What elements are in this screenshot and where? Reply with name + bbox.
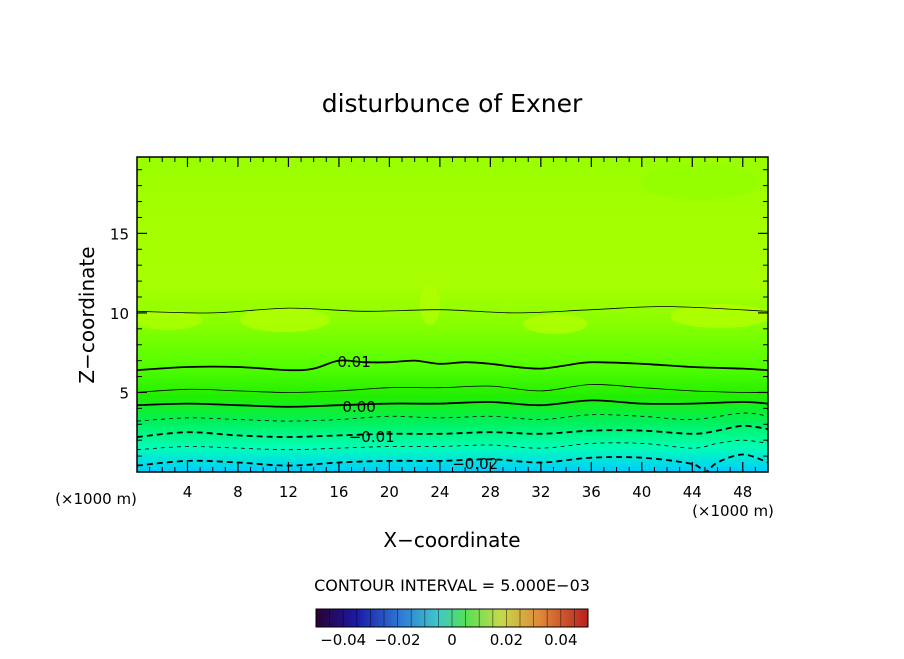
contour-line [137, 384, 768, 393]
y-axis: 5 10 15 [110, 169, 768, 457]
y-tick-label: 10 [110, 305, 129, 323]
x-tick-label: 48 [733, 483, 752, 501]
contour-line [137, 412, 768, 422]
contour-label: −0.01 [349, 428, 395, 446]
x-tick-label: 44 [683, 483, 702, 501]
x-tick-label: 16 [329, 483, 348, 501]
contour-label: −0.02 [452, 455, 498, 473]
x-unit-right: (×1000 m) [692, 502, 774, 520]
colorbar-stripes [329, 609, 575, 627]
field-patch [640, 164, 760, 200]
x-tick-label: 4 [183, 483, 193, 501]
x-tick-label: 28 [481, 483, 500, 501]
colorbar-tick-label: 0.04 [544, 631, 577, 649]
x-tick-label: 20 [380, 483, 399, 501]
contour-labels: 0.01 0.00 −0.01 −0.02 [337, 353, 498, 473]
field-patch [523, 314, 587, 334]
chart-title: disturbunce of Exner [322, 89, 583, 118]
x-axis-label: X−coordinate [383, 528, 520, 552]
x-tick-label: 24 [430, 483, 449, 501]
contour-lines [137, 306, 768, 472]
y-tick-label: 15 [110, 225, 129, 243]
colorbar-tick-label: −0.04 [320, 631, 366, 649]
colorbar-ticks: −0.04 −0.02 0 0.02 0.04 [320, 631, 577, 649]
field-patch [420, 285, 440, 325]
contour-interval-text: CONTOUR INTERVAL = 5.000E−03 [314, 576, 590, 595]
contour-line [137, 359, 768, 372]
x-tick-label: 36 [582, 483, 601, 501]
colorbar-tick-label: −0.02 [375, 631, 421, 649]
contour-line [137, 439, 768, 451]
x-axis: 4 8 12 16 20 24 28 32 36 40 44 48 [149, 157, 756, 501]
x-tick-label: 40 [632, 483, 651, 501]
colorbar-tick-label: 0 [447, 631, 457, 649]
x-tick-label: 32 [531, 483, 550, 501]
y-tick-label: 5 [119, 384, 129, 402]
contour-line [137, 399, 768, 408]
colorbar-frame [315, 608, 589, 628]
field-patch [137, 310, 202, 330]
x-tick-label: 8 [233, 483, 243, 501]
x-tick-label: 12 [279, 483, 298, 501]
contour-label: 0.01 [337, 353, 370, 371]
contour-label: 0.00 [342, 398, 375, 416]
contour-line [137, 424, 768, 438]
colorbar-tick-label: 0.02 [490, 631, 523, 649]
y-axis-label: Z−coordinate [75, 246, 99, 383]
field-patch [240, 308, 330, 332]
contour-line [137, 306, 768, 314]
colorbar: −0.04 −0.02 0 0.02 0.04 [315, 608, 589, 649]
field-patch [670, 304, 768, 328]
x-unit-left: (×1000 m) [55, 490, 137, 508]
plot-area: 0.01 0.00 −0.01 −0.02 [137, 157, 768, 473]
